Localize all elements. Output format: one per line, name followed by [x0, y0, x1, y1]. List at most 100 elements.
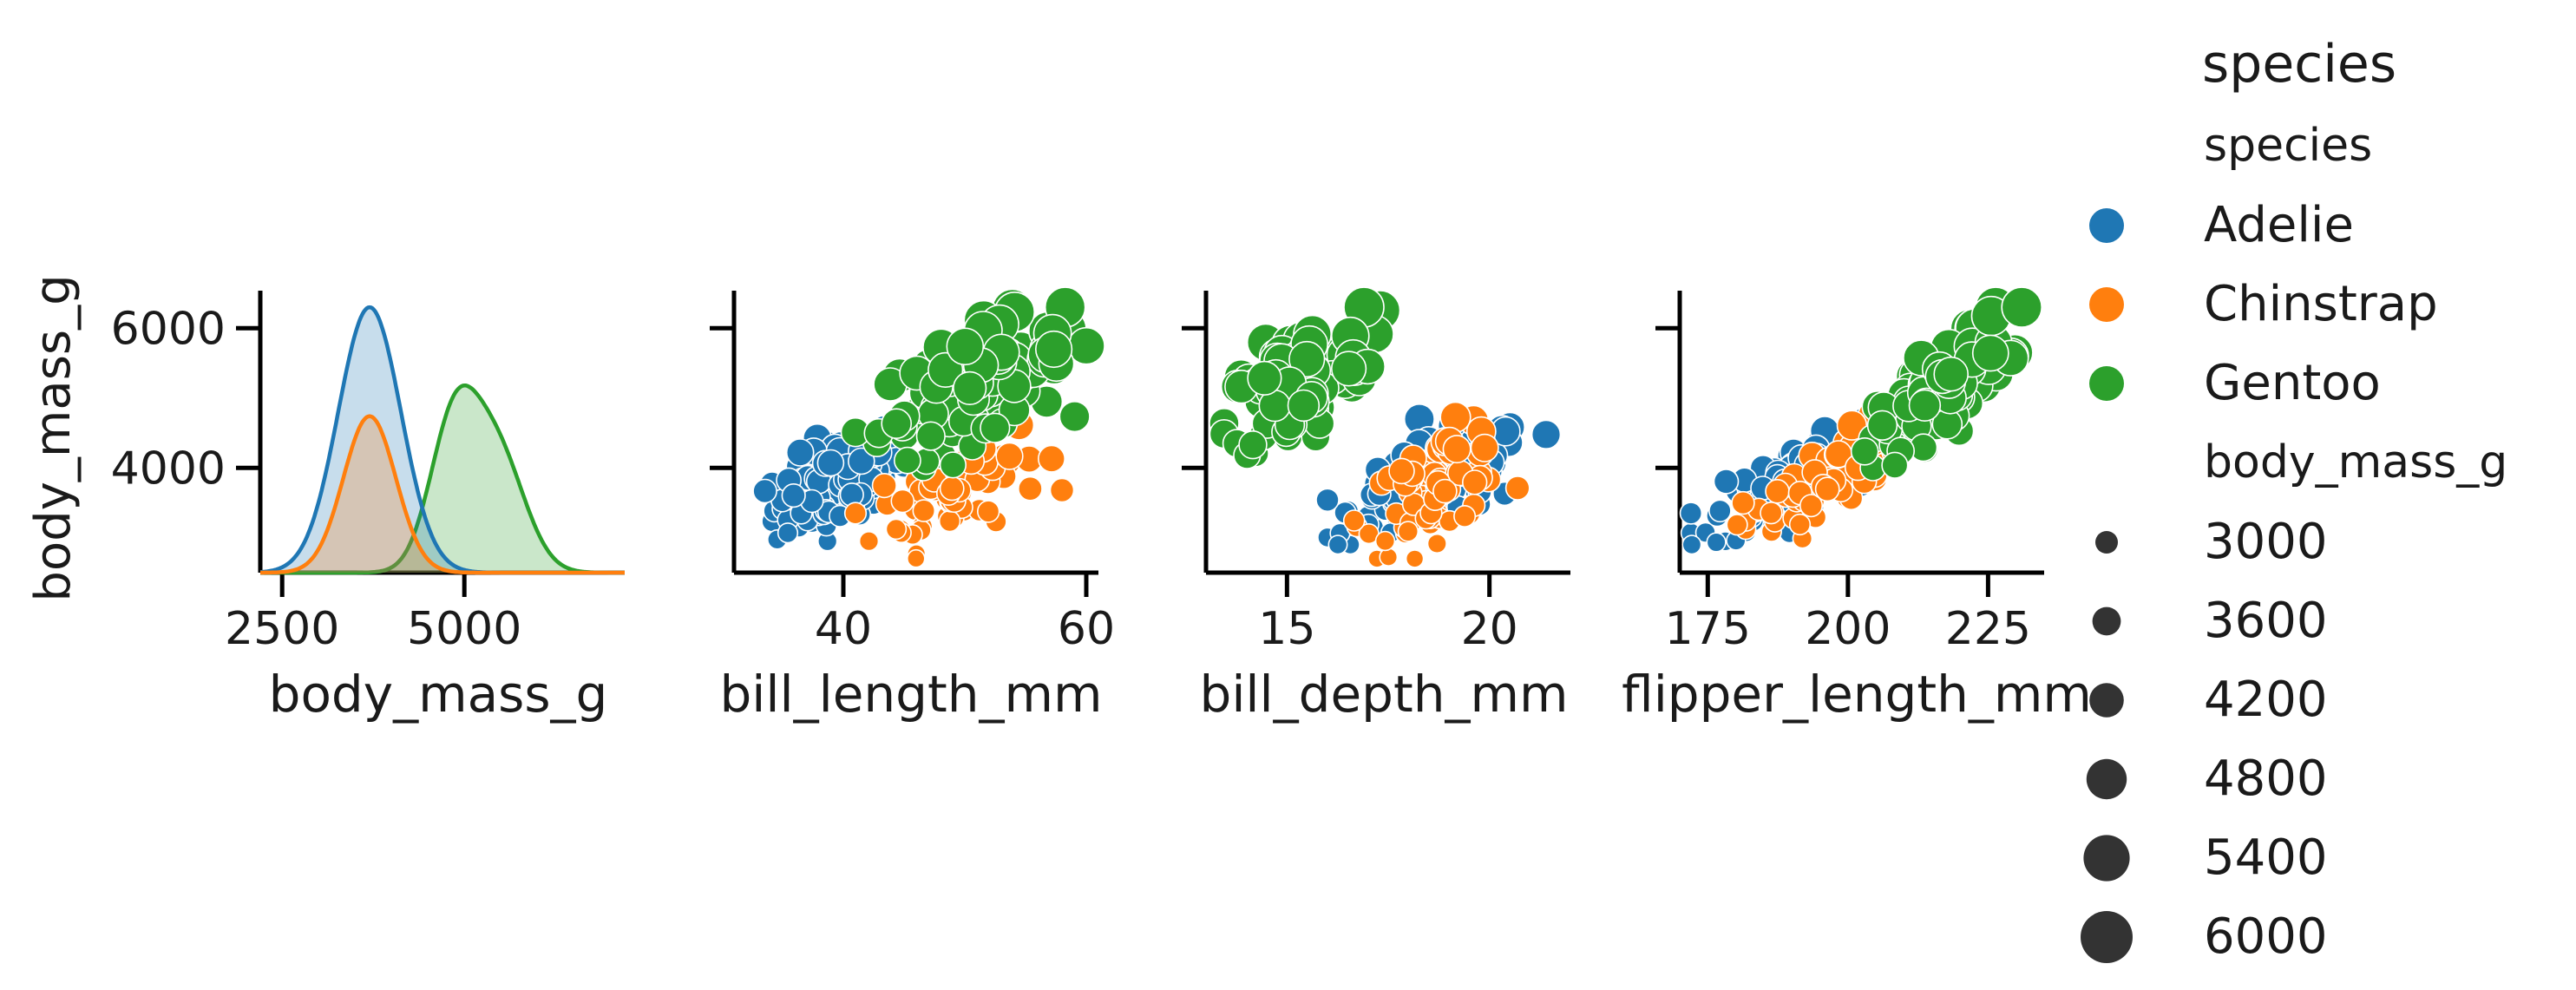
legend-size-marker — [2081, 911, 2133, 963]
point-gentoo — [1287, 389, 1321, 423]
point-chinstrap — [1765, 478, 1790, 504]
x-tick-label: 15 — [1258, 603, 1315, 655]
point-chinstrap — [1405, 549, 1425, 568]
point-chinstrap — [1760, 501, 1783, 525]
point-chinstrap — [890, 488, 915, 514]
point-chinstrap — [1388, 457, 1415, 485]
legend-label-chinstrap: Chinstrap — [2204, 276, 2438, 332]
legend-size-label: 4800 — [2204, 751, 2328, 807]
x-tick-label: 20 — [1461, 603, 1518, 655]
kde-fill-adelie — [260, 307, 625, 573]
point-chinstrap — [1432, 478, 1458, 504]
point-chinstrap — [1018, 475, 1043, 502]
point-chinstrap — [995, 442, 1024, 470]
x-tick-label: 60 — [1058, 603, 1115, 655]
point-adelie — [752, 478, 777, 504]
point-adelie — [1706, 532, 1727, 553]
point-adelie — [781, 482, 806, 508]
panel-flipper-length-scatter: 175 200 225 — [1655, 286, 2044, 655]
legend-size-marker — [2083, 835, 2130, 882]
point-gentoo — [1034, 330, 1073, 369]
point-gentoo — [1933, 356, 1969, 392]
point-chinstrap — [976, 500, 1000, 523]
point-chinstrap — [1731, 490, 1755, 515]
point-adelie — [816, 449, 845, 477]
point-gentoo — [1247, 360, 1282, 397]
point-chinstrap — [1453, 504, 1477, 528]
kde-line-gentoo — [260, 384, 625, 575]
legend-label-adelie: Adelie — [2204, 197, 2354, 253]
point-chinstrap — [907, 548, 926, 568]
legend-size-marker — [2092, 606, 2121, 636]
point-chinstrap — [1504, 475, 1531, 501]
x-tick-label: 2500 — [225, 603, 339, 655]
legend-size-title: body_mass_g — [2204, 436, 2507, 488]
legend-label-gentoo: Gentoo — [2204, 355, 2381, 411]
point-chinstrap — [912, 499, 936, 522]
legend-marker-gentoo — [2089, 366, 2124, 401]
legend-marker-chinstrap — [2089, 287, 2124, 322]
point-adelie — [1681, 534, 1702, 555]
legend-size-marker — [2089, 683, 2124, 718]
point-gentoo — [1866, 410, 1898, 441]
point-gentoo — [894, 446, 921, 475]
point-gentoo — [2001, 286, 2042, 328]
point-chinstrap — [843, 502, 868, 525]
point-gentoo — [1908, 389, 1942, 422]
point-adelie — [785, 438, 815, 467]
point-adelie — [777, 522, 799, 544]
point-chinstrap — [1814, 476, 1840, 502]
legend-size-label: 3000 — [2204, 514, 2328, 570]
point-adelie — [1679, 502, 1703, 525]
x-tick-label: 225 — [1945, 603, 2031, 655]
panel-body-mass-kde: 4000 6000 2500 5000 — [111, 291, 625, 655]
point-chinstrap — [938, 509, 961, 533]
x-axis-label-flipper-length: flipper_length_mm — [1622, 665, 2092, 724]
point-chinstrap — [1426, 533, 1447, 554]
point-chinstrap — [1038, 444, 1066, 473]
point-adelie — [1327, 534, 1348, 555]
legend-size-marker — [2095, 531, 2118, 554]
legend-title: species — [2202, 34, 2396, 95]
x-axis-label-bill-length: bill_length_mm — [719, 665, 1102, 724]
y-tick-label: 4000 — [111, 443, 226, 495]
point-gentoo — [915, 421, 946, 451]
point-adelie — [847, 447, 875, 475]
panel-bill-depth-scatter: 15 20 — [1182, 286, 1570, 655]
point-chinstrap — [1342, 509, 1366, 532]
legend-size-label: 5400 — [2204, 829, 2328, 886]
panel-bill-length-scatter: 40 60 — [710, 286, 1115, 655]
point-gentoo — [1850, 436, 1879, 466]
point-chinstrap — [1442, 435, 1472, 464]
point-adelie — [1531, 419, 1562, 449]
point-adelie — [1708, 499, 1732, 523]
x-axis-label-body-mass: body_mass_g — [269, 665, 608, 724]
point-gentoo — [980, 412, 1011, 443]
legend-size-marker — [2086, 758, 2127, 800]
point-chinstrap — [1470, 433, 1499, 462]
x-tick-label: 40 — [815, 603, 872, 655]
point-adelie — [1713, 469, 1740, 495]
y-axis-label: body_mass_g — [25, 274, 82, 601]
point-chinstrap — [1788, 513, 1812, 536]
kde-line-chinstrap — [260, 414, 625, 575]
point-chinstrap — [1374, 530, 1396, 552]
point-gentoo — [1238, 430, 1268, 460]
point-gentoo — [881, 408, 912, 440]
point-gentoo — [1881, 451, 1909, 479]
x-tick-label: 200 — [1805, 603, 1891, 655]
x-tick-label: 5000 — [407, 603, 521, 655]
point-chinstrap — [1379, 547, 1399, 567]
legend-marker-adelie — [2089, 208, 2124, 243]
point-chinstrap — [1799, 494, 1824, 518]
point-chinstrap — [1397, 521, 1419, 542]
point-gentoo — [953, 370, 987, 406]
legend-size-label: 3600 — [2204, 593, 2328, 649]
point-gentoo — [1059, 401, 1091, 433]
legend-size-label: 4200 — [2204, 672, 2328, 728]
point-chinstrap — [1836, 410, 1868, 441]
point-chinstrap — [858, 530, 880, 552]
point-gentoo — [1971, 334, 2009, 372]
legend: species species Adelie Chinstrap Gentoo bo… — [2081, 34, 2507, 965]
